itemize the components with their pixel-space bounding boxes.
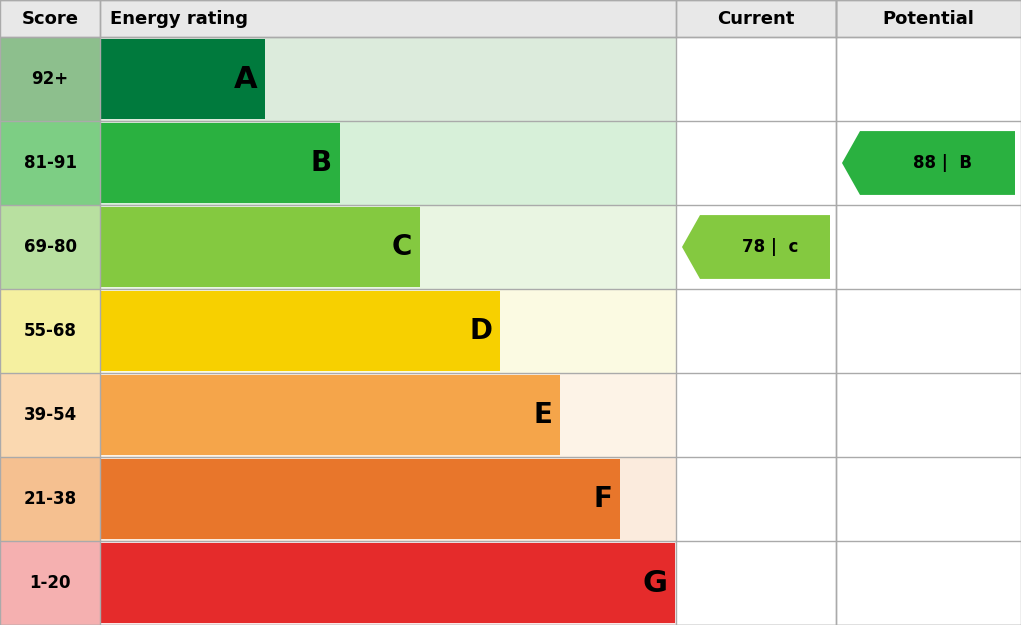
Bar	[0, 541, 100, 625]
Text: A: A	[234, 64, 257, 94]
Bar	[100, 373, 676, 457]
Text: 1-20: 1-20	[30, 574, 70, 592]
Text: 78 |  c: 78 | c	[742, 238, 798, 256]
Bar	[100, 289, 676, 373]
Text: E: E	[533, 401, 552, 429]
Bar	[100, 207, 420, 287]
Text: Current: Current	[718, 9, 794, 28]
Bar	[100, 205, 676, 289]
Text: F: F	[593, 485, 612, 513]
Text: Energy rating: Energy rating	[110, 9, 248, 28]
Text: B: B	[310, 149, 332, 177]
Polygon shape	[842, 131, 1015, 195]
Text: 69-80: 69-80	[23, 238, 77, 256]
Bar	[100, 291, 500, 371]
Bar	[100, 543, 675, 623]
Bar	[0, 0, 1021, 37]
Text: 92+: 92+	[32, 70, 68, 88]
Bar	[100, 37, 676, 121]
Text: 39-54: 39-54	[23, 406, 77, 424]
Text: G: G	[642, 569, 667, 598]
Text: 55-68: 55-68	[23, 322, 77, 340]
Bar	[0, 457, 100, 541]
Bar	[100, 541, 676, 625]
Bar	[100, 375, 560, 455]
Bar	[0, 205, 100, 289]
Bar	[0, 289, 100, 373]
Text: 88 |  B: 88 | B	[913, 154, 972, 172]
Bar	[100, 123, 340, 203]
Bar	[100, 39, 265, 119]
Bar	[100, 457, 676, 541]
Text: 21-38: 21-38	[23, 490, 77, 508]
Bar	[100, 459, 620, 539]
Text: Potential: Potential	[882, 9, 974, 28]
Bar	[100, 121, 676, 205]
Text: Score: Score	[21, 9, 79, 28]
Text: C: C	[392, 233, 412, 261]
Bar	[0, 121, 100, 205]
Bar	[0, 37, 100, 121]
Text: 81-91: 81-91	[23, 154, 77, 172]
Bar	[0, 373, 100, 457]
Text: D: D	[469, 317, 492, 345]
Polygon shape	[682, 215, 830, 279]
